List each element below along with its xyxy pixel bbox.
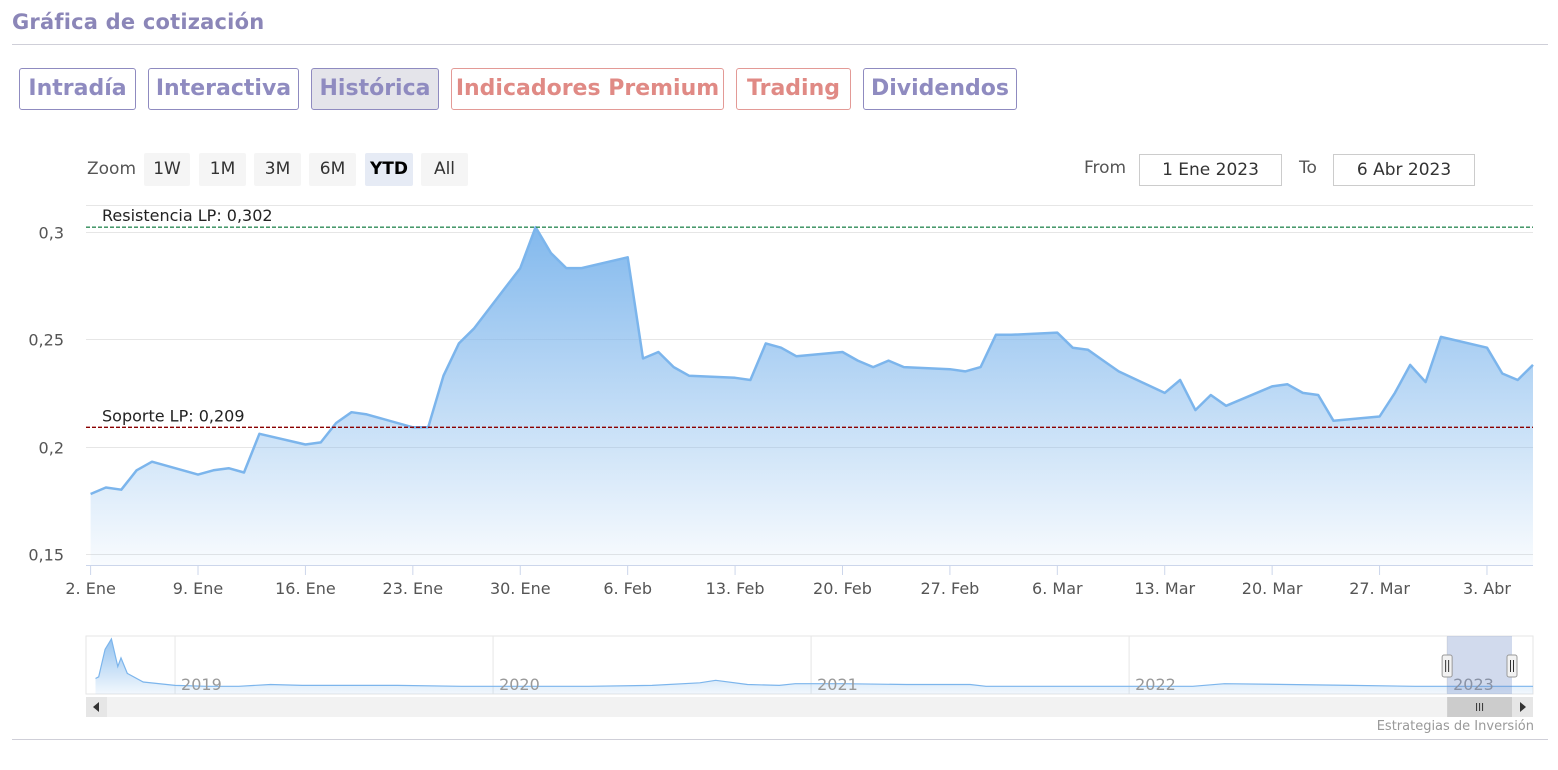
- arrow-right-icon: [1520, 702, 1526, 712]
- zoom-6m-button[interactable]: 6M: [309, 153, 356, 186]
- zoom-1m-button[interactable]: 1M: [199, 153, 246, 186]
- arrow-left-icon: [93, 702, 99, 712]
- x-tick-label: 9. Ene: [173, 579, 223, 598]
- navigator-handles[interactable]: [1441, 654, 1518, 678]
- navigator-year-labels: 2019 2020 2021 2022 2023: [181, 675, 1494, 694]
- grip-icon: [1476, 703, 1484, 711]
- tab-dividendos[interactable]: Dividendos: [863, 68, 1017, 110]
- tab-historica[interactable]: Histórica: [311, 68, 439, 110]
- x-tick-label: 6. Mar: [1032, 579, 1083, 598]
- zoom-all-button[interactable]: All: [421, 153, 468, 186]
- section-title: Gráfica de cotización: [12, 10, 265, 34]
- x-tick-label: 30. Ene: [490, 579, 551, 598]
- scrollbar[interactable]: [86, 697, 1533, 717]
- zoom-1w-button[interactable]: 1W: [144, 153, 190, 186]
- navigator-left-handle[interactable]: [1441, 654, 1453, 678]
- price-area: [90, 227, 1534, 565]
- navigator-year-label: 2019: [181, 675, 222, 694]
- navigator[interactable]: 2019 2020 2021 2022 2023: [85, 635, 1534, 695]
- y-tick-label: 0,25: [28, 331, 64, 350]
- navigator-right-handle[interactable]: [1506, 654, 1518, 678]
- x-tick-label: 20. Feb: [813, 579, 872, 598]
- from-date-input[interactable]: 1 Ene 2023: [1139, 154, 1282, 186]
- x-tick-label: 27. Feb: [920, 579, 979, 598]
- navigator-year-label: 2021: [817, 675, 858, 694]
- x-tick-label: 13. Mar: [1134, 579, 1195, 598]
- support-label: Soporte LP: 0,209: [102, 406, 245, 425]
- navigator-area: [95, 639, 1533, 694]
- x-tick-label: 13. Feb: [706, 579, 765, 598]
- y-tick-label: 0,15: [28, 546, 64, 565]
- zoom-label: Zoom: [87, 159, 137, 179]
- tab-indicadores-premium[interactable]: Indicadores Premium: [451, 68, 724, 110]
- y-tick-label: 0,3: [39, 224, 64, 243]
- x-tick-label: 27. Mar: [1349, 579, 1410, 598]
- to-date-input[interactable]: 6 Abr 2023: [1333, 154, 1475, 186]
- handle-body[interactable]: [1506, 654, 1518, 678]
- x-tick-label: 3. Abr: [1463, 579, 1511, 598]
- resistance-label: Resistencia LP: 0,302: [102, 206, 273, 225]
- navigator-year-label: 2023: [1453, 675, 1494, 694]
- x-axis: 2. Ene 9. Ene 16. Ene 23. Ene 30. Ene 6. Feb 1…: [65, 565, 1511, 598]
- to-label: To: [1299, 158, 1317, 178]
- navigator-selection[interactable]: [1447, 636, 1512, 694]
- zoom-ytd-button[interactable]: YTD: [365, 153, 413, 186]
- bottom-divider: [12, 739, 1548, 740]
- tab-trading[interactable]: Trading: [736, 68, 851, 110]
- tab-intradia[interactable]: Intradía: [19, 68, 136, 110]
- zoom-3m-button[interactable]: 3M: [254, 153, 301, 186]
- x-tick-label: 23. Ene: [383, 579, 444, 598]
- x-tick-label: 16. Ene: [275, 579, 336, 598]
- price-line: [90, 225, 1534, 496]
- tab-interactiva[interactable]: Interactiva: [148, 68, 299, 110]
- handle-body[interactable]: [1441, 654, 1453, 678]
- navigator-year-label: 2022: [1135, 675, 1176, 694]
- navigator-line: [95, 637, 1533, 687]
- plot-lines: Resistencia LP: 0,302 Soporte LP: 0,209: [86, 206, 1533, 428]
- credit-text: Estrategias de Inversión: [1376, 719, 1534, 734]
- y-tick-label: 0,2: [39, 439, 64, 458]
- x-tick-label: 2. Ene: [65, 579, 115, 598]
- scrollbar-track[interactable]: [86, 697, 1533, 717]
- navigator-year-label: 2020: [499, 675, 540, 694]
- x-tick-label: 6. Feb: [603, 579, 652, 598]
- title-divider: [12, 44, 1548, 45]
- x-tick-label: 20. Mar: [1242, 579, 1303, 598]
- from-label: From: [1084, 158, 1127, 178]
- y-axis: 0,15 0,2 0,25 0,3: [28, 224, 64, 565]
